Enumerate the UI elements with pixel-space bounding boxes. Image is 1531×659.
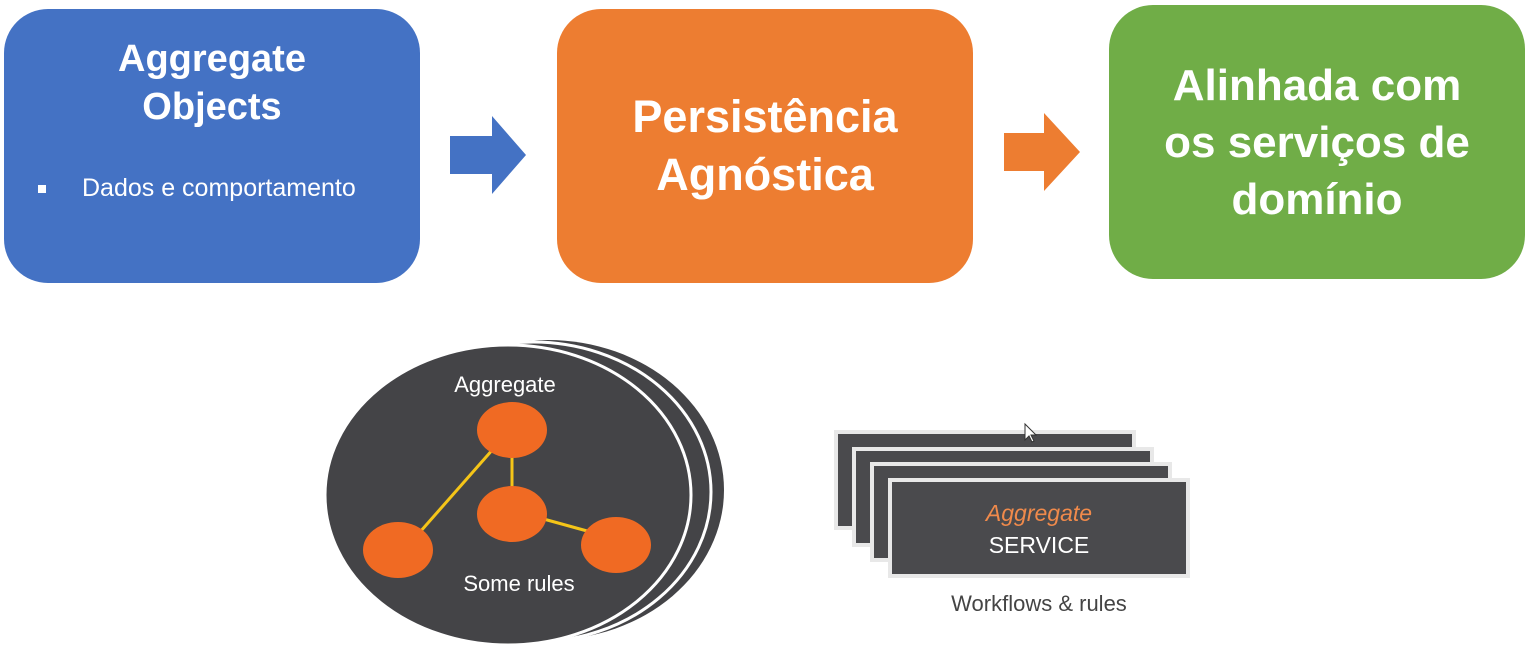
square-bullet-icon <box>38 184 46 193</box>
service-main-label: SERVICE <box>989 532 1090 558</box>
aggregate-right-node <box>581 517 651 573</box>
aggregate-left-node <box>363 522 433 578</box>
right-arrow-icon <box>450 116 526 194</box>
aggregate-objects-bullet: Dados e comportamento <box>38 174 356 203</box>
aggregate-center-node <box>477 486 547 542</box>
aggregate-objects-box: Aggregate Objects Dados e comportamento <box>4 9 420 283</box>
service-italic-label: Aggregate <box>984 500 1092 526</box>
mouse-cursor-icon <box>1024 422 1038 443</box>
aggregate-root-node <box>477 402 547 458</box>
aggregate-top-label: Aggregate <box>454 372 556 397</box>
right-arrow-icon <box>1004 113 1080 191</box>
service-caption: Workflows & rules <box>951 591 1127 616</box>
aggregate-bottom-label: Some rules <box>463 571 574 596</box>
persistence-title: Persistência Agnóstica <box>632 91 898 200</box>
aggregate-objects-title: Aggregate Objects <box>118 38 306 128</box>
domain-services-box: Alinhada com os serviços de domínio <box>1109 5 1525 279</box>
aggregate-link <box>418 447 496 533</box>
service-card-front <box>888 478 1190 578</box>
aggregate-objects-bullet-text: Dados e comportamento <box>82 174 356 202</box>
persistence-box: Persistência Agnóstica <box>557 9 973 283</box>
aggregate-diagram: Aggregate Some rules <box>323 340 724 647</box>
domain-services-title: Alinhada com os serviços de domínio <box>1164 60 1470 224</box>
service-diagram: Aggregate SERVICE Workflows & rules <box>834 430 1190 616</box>
